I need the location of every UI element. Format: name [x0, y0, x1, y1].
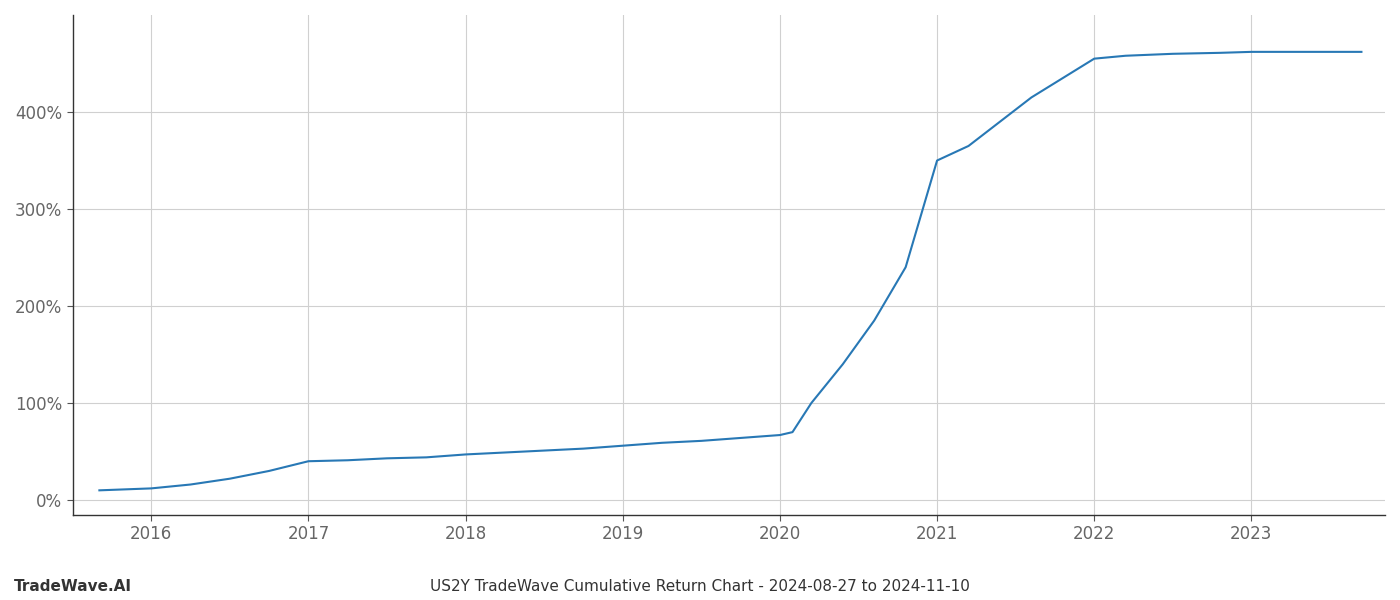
Text: TradeWave.AI: TradeWave.AI — [14, 579, 132, 594]
Text: US2Y TradeWave Cumulative Return Chart - 2024-08-27 to 2024-11-10: US2Y TradeWave Cumulative Return Chart -… — [430, 579, 970, 594]
